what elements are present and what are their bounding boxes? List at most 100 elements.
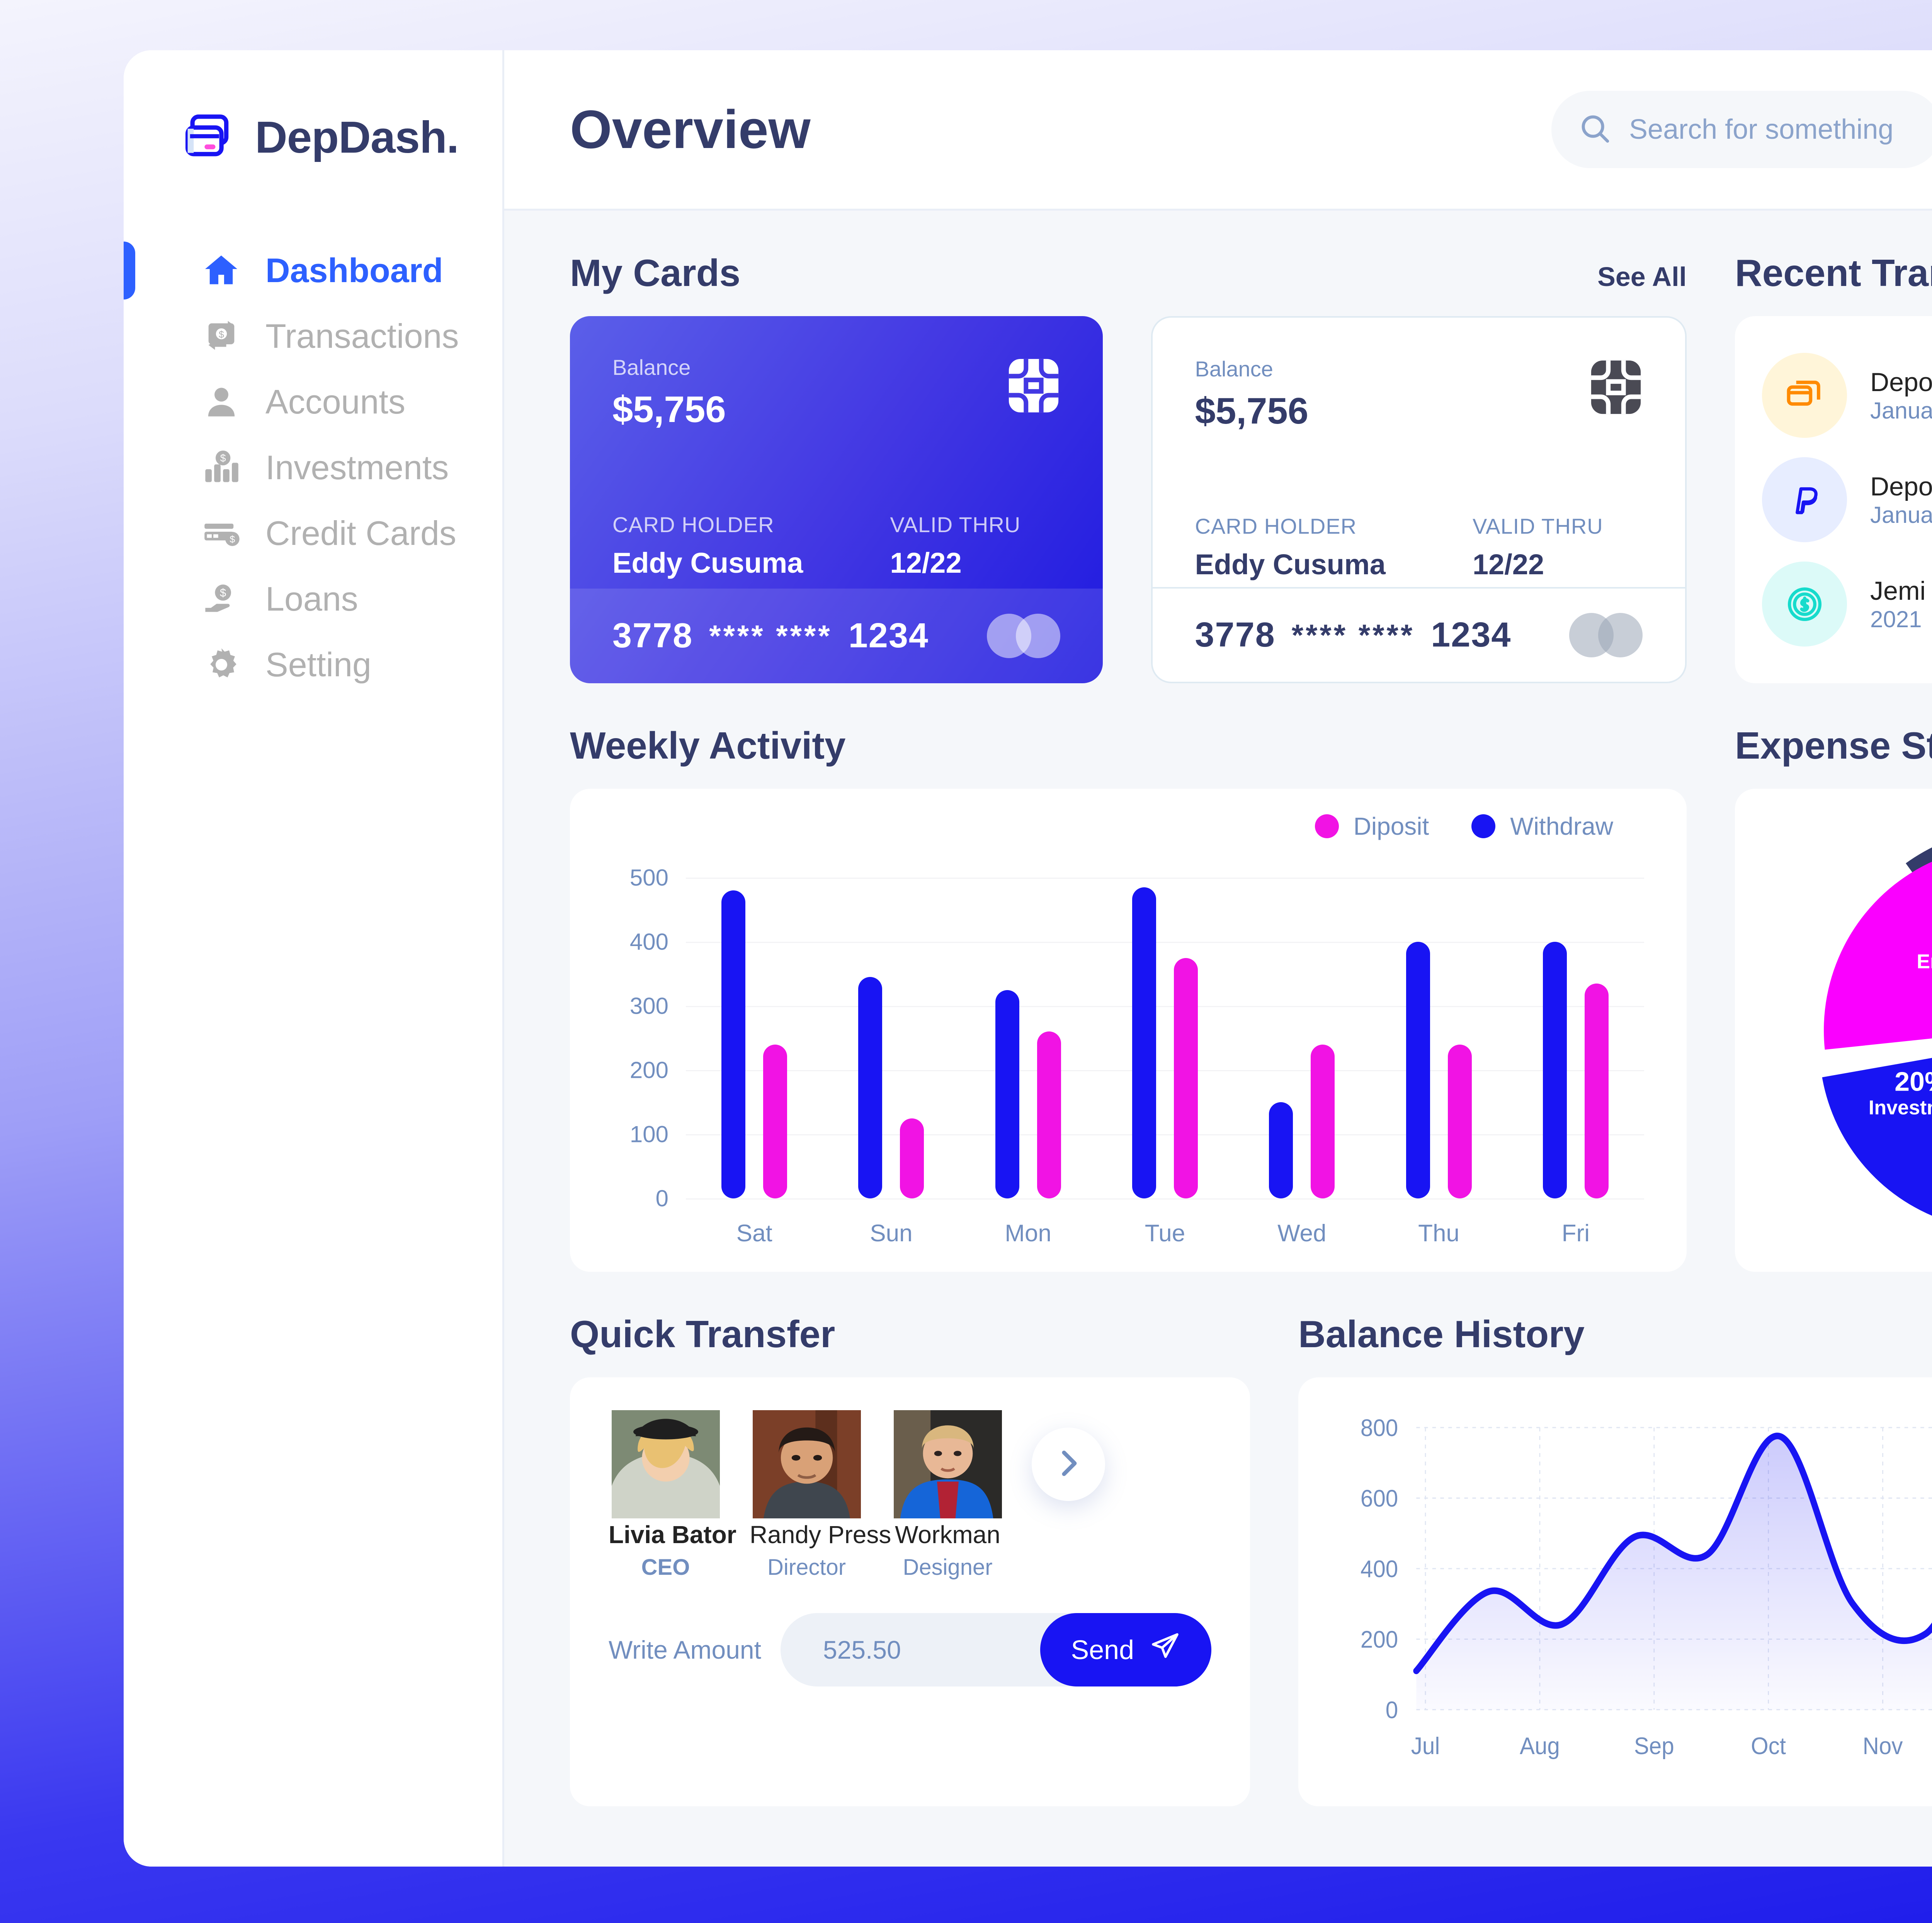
cards-list: Balance $5,756	[570, 316, 1687, 683]
contact-name: Livia Bator	[609, 1521, 736, 1549]
y-axis-tick: 200	[629, 1057, 668, 1083]
bar-withdraw	[858, 977, 883, 1198]
credit-card-footer: 3778 **** **** 1234	[1152, 587, 1685, 682]
sidebar-item-transactions[interactable]: $ Transactions	[124, 303, 502, 369]
pie-slice-investment[interactable]	[1824, 845, 1932, 1050]
credit-card[interactable]: Balance $5,756	[1151, 316, 1687, 683]
top-bar-actions: Search for something	[1551, 85, 1932, 174]
bar-group: Fri	[1507, 878, 1644, 1247]
card-holder-label: CARD HOLDER	[1195, 514, 1357, 538]
grid-line	[686, 878, 1644, 879]
sidebar-nav: Dashboard $ Transactions	[124, 238, 502, 698]
bar-group: Mon	[960, 878, 1097, 1247]
sidebar-item-dashboard[interactable]: Dashboard	[124, 238, 502, 303]
row-transfer: Quick Transfer	[570, 1272, 1932, 1806]
balance-history-header: Balance History	[1298, 1312, 1932, 1356]
bar-diposit	[1037, 1031, 1061, 1198]
avatar	[611, 1410, 720, 1520]
transaction-texts: Deposit Paypal 25 January 2021	[1870, 471, 1932, 528]
section-title: Weekly Activity	[570, 724, 846, 767]
y-axis-tick: 500	[629, 864, 668, 891]
weekly-activity-section: Weekly Activity Diposit Withdraw	[570, 683, 1687, 1272]
bar-chart-icon: $	[201, 448, 242, 488]
mastercard-icon	[986, 614, 1060, 658]
contacts-next-button[interactable]	[1032, 1428, 1105, 1501]
bar-group: Thu	[1370, 878, 1507, 1247]
card-number-suffix: 1234	[848, 616, 929, 655]
section-title: Balance History	[1298, 1313, 1585, 1355]
card-number-mask: **** ****	[1291, 618, 1415, 652]
brand-name: DepDash.	[255, 112, 459, 162]
bar-withdraw	[721, 890, 746, 1198]
weekly-activity-chart: Diposit Withdraw 500 400 300 200 100 0 Sat Sun M…	[570, 789, 1687, 1272]
x-axis-tick: Oct	[1751, 1732, 1786, 1759]
sidebar-item-credit-cards[interactable]: $ Credit Cards	[124, 500, 502, 566]
sidebar-item-loans[interactable]: $ Loans	[124, 566, 502, 632]
valid-thru-label: VALID THRU	[1472, 514, 1603, 538]
contact-role: Director	[767, 1555, 846, 1580]
chevron-right-icon	[1050, 1445, 1087, 1484]
pie-label: 20%Investment	[1869, 1067, 1932, 1120]
pie-svg	[1822, 845, 1932, 1230]
legend-item-diposit: Diposit	[1315, 812, 1429, 841]
x-axis-tick: Mon	[1005, 1220, 1052, 1247]
bar-group: Sat	[686, 878, 823, 1247]
balance-history-chart: 0200400600800JulAugSepOctNovDecJan	[1298, 1377, 1932, 1806]
main-area: Overview Search for something	[504, 50, 1932, 1867]
search-input[interactable]: Search for something	[1551, 91, 1932, 168]
pie-slice-others[interactable]	[1822, 1045, 1932, 1230]
my-cards-section: My Cards See All Balance $5,756	[570, 211, 1687, 683]
x-axis-tick: Sun	[870, 1220, 913, 1247]
see-all-link[interactable]: See All	[1597, 262, 1687, 292]
contact-item[interactable]: Workman Designer	[891, 1410, 1005, 1580]
transfer-form: Write Amount Send	[609, 1613, 1211, 1686]
svg-text:$: $	[230, 534, 235, 545]
app-logo-icon	[182, 108, 240, 166]
sidebar-item-label: Loans	[265, 580, 358, 618]
list-item[interactable]: Deposit from my Card 28 January 2021 -$8…	[1762, 353, 1932, 438]
credit-card[interactable]: Balance $5,756	[570, 316, 1103, 683]
mastercard-icon	[1569, 613, 1643, 657]
svg-text:$: $	[220, 453, 226, 464]
y-axis-tick: 300	[629, 993, 668, 1019]
card-holder-label: CARD HOLDER	[612, 512, 774, 537]
sidebar-item-investments[interactable]: $ Investments	[124, 435, 502, 500]
chip-icon	[1587, 358, 1645, 416]
bar-withdraw	[1543, 942, 1567, 1198]
expense-pie-chart: 30%Entertainment15%Bill Expense35%Others…	[1735, 789, 1932, 1272]
y-axis-tick: 0	[655, 1185, 668, 1212]
credit-card-icon: $	[201, 513, 242, 554]
row-charts: Weekly Activity Diposit Withdraw	[570, 683, 1932, 1272]
y-axis-tick: 800	[1361, 1414, 1398, 1441]
x-axis-tick: Wed	[1277, 1220, 1327, 1247]
sidebar-item-label: Investments	[265, 448, 449, 487]
x-axis-tick: Tue	[1145, 1220, 1185, 1247]
list-item[interactable]: Deposit Paypal 25 January 2021 +$2,500	[1762, 457, 1932, 542]
bar-diposit	[1447, 1044, 1472, 1198]
transaction-texts: Jemi Wilson 21 January 2021	[1870, 576, 1932, 633]
list-item[interactable]: Jemi Wilson 21 January 2021 +$5,400	[1762, 562, 1932, 647]
recent-transaction-section: Recent Transaction	[1735, 211, 1932, 683]
contact-item[interactable]: Livia Bator CEO	[609, 1410, 736, 1580]
legend-dot-icon	[1315, 814, 1339, 838]
transaction-date: 21 January 2021	[1870, 606, 1922, 632]
user-icon	[201, 382, 242, 422]
avatar	[893, 1410, 1002, 1520]
paypal-icon	[1762, 457, 1847, 542]
contact-name: Workman	[895, 1521, 1000, 1549]
transaction-date: 28 January 2021	[1870, 397, 1932, 424]
card-meta: CARD HOLDER Eddy Cusuma VALID THRU 12/22	[1195, 514, 1643, 581]
pie-value: 20%	[1895, 1066, 1932, 1097]
dollar-coin-icon	[1762, 562, 1847, 647]
contact-item[interactable]: Randy Press Director	[750, 1410, 891, 1580]
search-placeholder: Search for something	[1629, 114, 1894, 145]
bar-diposit	[1311, 1044, 1335, 1198]
sidebar-item-setting[interactable]: Setting	[124, 632, 502, 698]
bar-withdraw	[1132, 887, 1156, 1198]
grid-line	[686, 1006, 1644, 1007]
send-button[interactable]: Send	[1040, 1613, 1211, 1686]
sidebar-item-accounts[interactable]: Accounts	[124, 369, 502, 435]
my-cards-header: My Cards See All	[570, 251, 1687, 295]
hand-money-icon: $	[201, 579, 242, 619]
credit-card-footer: 3778 **** **** 1234	[570, 589, 1103, 683]
